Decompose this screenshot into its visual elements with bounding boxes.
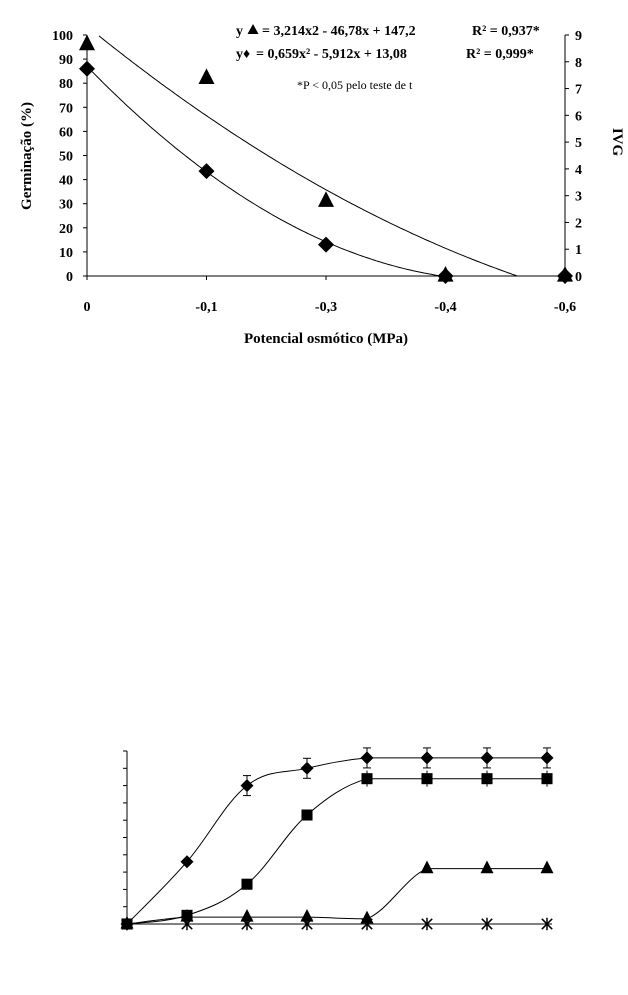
triangle-point — [360, 910, 374, 924]
y-tick-label: 50 — [59, 150, 73, 165]
triangle-fit-curve — [98, 35, 518, 277]
square-point — [121, 918, 133, 930]
x-axis-label: Potencial osmótico (MPa) — [244, 331, 408, 347]
square-point — [301, 809, 313, 821]
triangle-point — [318, 191, 334, 207]
square-point — [481, 773, 493, 785]
eq2-text: = 0,659x² - 5,912x + 13,08 — [256, 47, 407, 62]
eq1-r2: R² = 0,937* — [472, 24, 540, 39]
y2-tick-label: 7 — [575, 83, 582, 98]
x-tick-label: 0 — [84, 300, 91, 315]
y2-tick-label: 4 — [575, 163, 582, 178]
asterisk-point — [541, 917, 553, 931]
eq1-text: = 3,214x2 - 46,78x + 147,2 — [262, 24, 416, 39]
y2-axis-label: IVG — [609, 128, 625, 157]
square-point — [361, 773, 373, 785]
diamond-point — [198, 163, 215, 180]
diamond-point — [420, 751, 434, 765]
eq2-lhs: y♦ — [236, 47, 250, 62]
asterisk-point — [481, 917, 493, 931]
y-tick-label: 30 — [59, 198, 73, 213]
asterisk-point — [121, 917, 133, 931]
asterisk-point — [301, 917, 313, 931]
asterisk-point — [241, 917, 253, 931]
x-tick-label: -0,1 — [195, 300, 217, 315]
diamond-point — [480, 751, 494, 765]
y-tick-label: 20 — [59, 222, 73, 237]
y-tick-label: 90 — [59, 53, 73, 68]
diamond-point — [300, 761, 314, 775]
diamond-point — [540, 751, 554, 765]
y-tick-label: 10 — [59, 246, 73, 261]
asterisk-point — [361, 917, 373, 931]
significance-note: *P < 0,05 pelo teste de t — [297, 78, 413, 92]
square-point — [181, 909, 193, 921]
triangle-point — [120, 915, 134, 929]
diamond-point — [120, 917, 134, 931]
y-tick-label: 70 — [59, 101, 73, 116]
y-tick-label: 80 — [59, 77, 73, 92]
diamond-series-line — [126, 757, 547, 925]
diamond-fit-curve — [84, 63, 441, 277]
y2-tick-label: 6 — [575, 109, 582, 124]
triangle-point — [240, 908, 254, 922]
triangle-point — [79, 34, 95, 51]
asterisk-point — [181, 917, 193, 931]
triangle-point — [420, 860, 434, 874]
germination-chart: 0 10 20 30 40 50 60 70 80 90 100 0 1 2 3 4 5 6 7 8 9 0 -0,1 -… — [19, 24, 625, 347]
y2-tick-label: 3 — [575, 190, 582, 205]
square-point — [241, 878, 253, 890]
x-tick-label: -0,3 — [315, 300, 337, 315]
y2-tick-label: 2 — [575, 216, 582, 231]
asterisk-point — [421, 917, 433, 931]
x-tick-label: -0,6 — [554, 300, 576, 315]
y2-tick-label: 0 — [575, 270, 582, 285]
x-tick-label: -0,4 — [434, 300, 456, 315]
eq2-r2: R² = 0,999* — [466, 47, 534, 62]
y-axis-label: Germinação (%) — [19, 102, 35, 210]
y-tick-label: 0 — [66, 270, 73, 285]
triangle-point — [180, 908, 194, 922]
diamond-point — [318, 236, 334, 253]
y-tick-label: 100 — [52, 29, 73, 44]
triangle-point — [300, 908, 314, 922]
triangle-point — [540, 860, 554, 874]
eq1-triangle-icon — [247, 24, 259, 34]
diamond-point — [557, 268, 573, 284]
diamond-point — [360, 751, 374, 765]
triangle-series-line — [126, 868, 547, 925]
diamond-point — [240, 779, 254, 793]
y2-tick-label: 5 — [575, 136, 582, 151]
eq1-lhs: y — [236, 24, 243, 39]
y-tick-label: 40 — [59, 174, 73, 189]
diamond-point — [79, 60, 95, 77]
diamond-point — [180, 855, 194, 869]
y2-tick-label: 8 — [575, 56, 582, 71]
triangle-point — [198, 68, 215, 84]
y2-tick-label: 1 — [575, 243, 582, 258]
y2-tick-label: 9 — [575, 29, 582, 44]
triangle-point — [480, 860, 494, 874]
square-series-line — [126, 778, 547, 925]
square-point — [541, 773, 553, 785]
square-point — [421, 773, 433, 785]
diamond-point — [437, 268, 454, 284]
y-tick-label: 60 — [59, 125, 73, 140]
